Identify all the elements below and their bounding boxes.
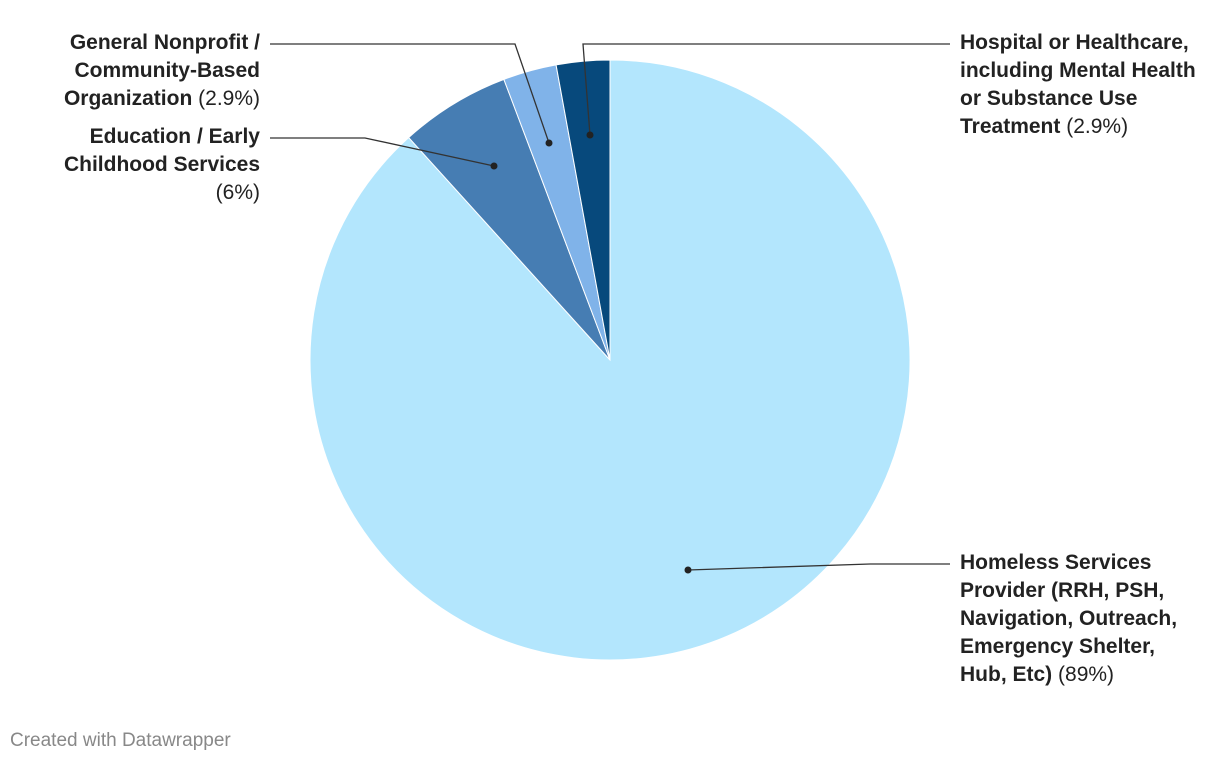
slice-label: General Nonprofit / Community-Based Orga…: [30, 29, 260, 113]
leader-dot: [545, 139, 553, 147]
value-label: (2.9%): [198, 87, 260, 110]
leader-dot: [586, 131, 594, 139]
footer: Created with Datawrapper: [10, 730, 231, 751]
pie-slice: [555, 59, 611, 361]
category-label: Homeless Services Provider (RRH, PSH, Na…: [960, 551, 1178, 686]
category-label: Education / Early Childhood Services: [63, 125, 260, 176]
leader-line: [582, 43, 950, 136]
value-label: (89%): [1058, 663, 1115, 686]
leader-line: [270, 137, 495, 167]
slice-label: Homeless Services Provider (RRH, PSH, Na…: [960, 549, 1205, 689]
value-label: (2.9%): [1066, 115, 1129, 138]
category-label: Hospital or Healthcare, including Mental…: [960, 31, 1196, 138]
leader-line: [270, 43, 550, 144]
slice-label: Hospital or Healthcare, including Mental…: [960, 29, 1215, 141]
value-label: (6%): [215, 181, 260, 204]
leader-dot: [684, 566, 692, 574]
leader-line: [687, 563, 950, 571]
leader-dot: [490, 162, 498, 170]
slice-label: Education / Early Childhood Services (6%…: [30, 123, 260, 207]
category-label: General Nonprofit / Community-Based Orga…: [63, 31, 260, 110]
